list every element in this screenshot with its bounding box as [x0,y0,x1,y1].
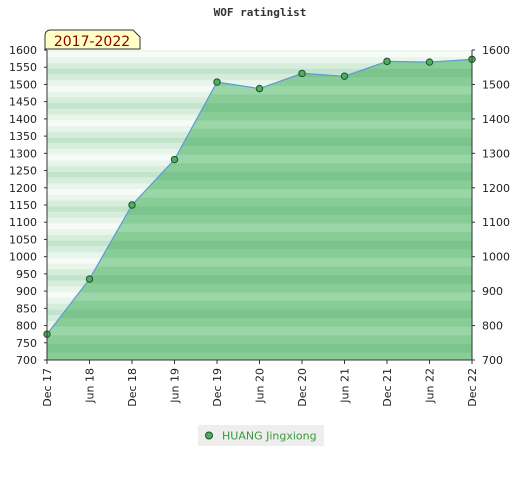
area-fill [47,59,472,361]
y-tick-label: 800 [16,320,37,333]
y-axis-left: 700 750 800 850 900 950 1000 1050 1100 1150 1200 12… [9,44,48,367]
data-point[interactable] [213,78,221,86]
y-tick-label-right: 1100 [482,216,510,229]
chart-title: WOF ratinglist [214,6,307,19]
data-point[interactable] [85,275,94,283]
legend-entry-label: HUANG Jingxiong [222,430,317,443]
badge-label: 2017-2022 [54,34,130,50]
y-tick-label-right: 1300 [482,147,510,160]
x-tick-label: Dec 19 [211,368,224,407]
x-tick-label: Jun 22 [424,368,437,404]
y-tick-label: 750 [16,337,37,350]
y-tick-label-right: 900 [482,285,503,298]
y-tick-label: 1350 [9,130,37,143]
y-tick-label-right: 1400 [482,113,510,126]
y-tick-label: 900 [16,285,37,298]
y-tick-label-right: 1200 [482,182,510,195]
y-tick-label-right: 1600 [482,44,510,57]
data-point[interactable] [170,155,179,164]
x-tick-label: Dec 17 [41,368,54,407]
x-tick-label: Dec 22 [466,368,479,407]
y-tick-label: 1150 [9,199,37,212]
data-point[interactable] [425,58,434,66]
y-tick-label: 1450 [9,96,37,109]
x-tick-label: Dec 21 [381,368,394,407]
x-tick-label: Dec 20 [296,368,309,407]
y-tick-label-right: 1000 [482,251,510,264]
legend-box [198,425,324,446]
x-tick-label: Jun 19 [169,368,182,404]
y-tick-label: 700 [16,354,37,367]
x-axis: Dec 17 Jun 18 Dec 18 Jun 19 Dec 19 Jun 20 Dec … [41,359,479,407]
y-tick-label: 1200 [9,182,37,195]
y-tick-label: 1550 [9,61,37,74]
y-tick-label: 1300 [9,147,37,160]
x-tick-label: Jun 18 [84,368,97,404]
y-tick-label: 1100 [9,216,37,229]
y-tick-label-right: 700 [482,354,503,367]
year-range-badge: 2017-2022 [44,29,141,50]
y-tick-label: 1250 [9,165,37,178]
legend[interactable]: HUANG Jingxiong [198,425,324,446]
y-tick-label-right: 1500 [482,78,510,91]
data-point[interactable] [340,72,349,80]
series-area [47,59,472,361]
y-tick-label: 950 [16,268,37,281]
y-axis-right: 700 800 900 1000 1100 1200 1300 1400 1500 1600 [471,44,510,367]
data-point[interactable] [383,57,391,66]
legend-marker-icon [205,431,213,440]
y-tick-label: 1400 [9,113,37,126]
y-tick-label: 1500 [9,78,37,91]
data-point[interactable] [128,201,136,209]
y-tick-label-right: 800 [482,320,503,333]
x-tick-label: Jun 20 [254,368,267,404]
y-tick-label: 1050 [9,233,37,246]
x-tick-label: Dec 18 [126,368,139,407]
x-tick-label: Jun 21 [339,368,352,404]
y-tick-label: 850 [16,302,37,315]
data-point[interactable] [255,84,264,93]
y-tick-label: 1000 [9,251,37,264]
data-point[interactable] [298,69,306,78]
y-tick-label: 1600 [9,44,37,57]
